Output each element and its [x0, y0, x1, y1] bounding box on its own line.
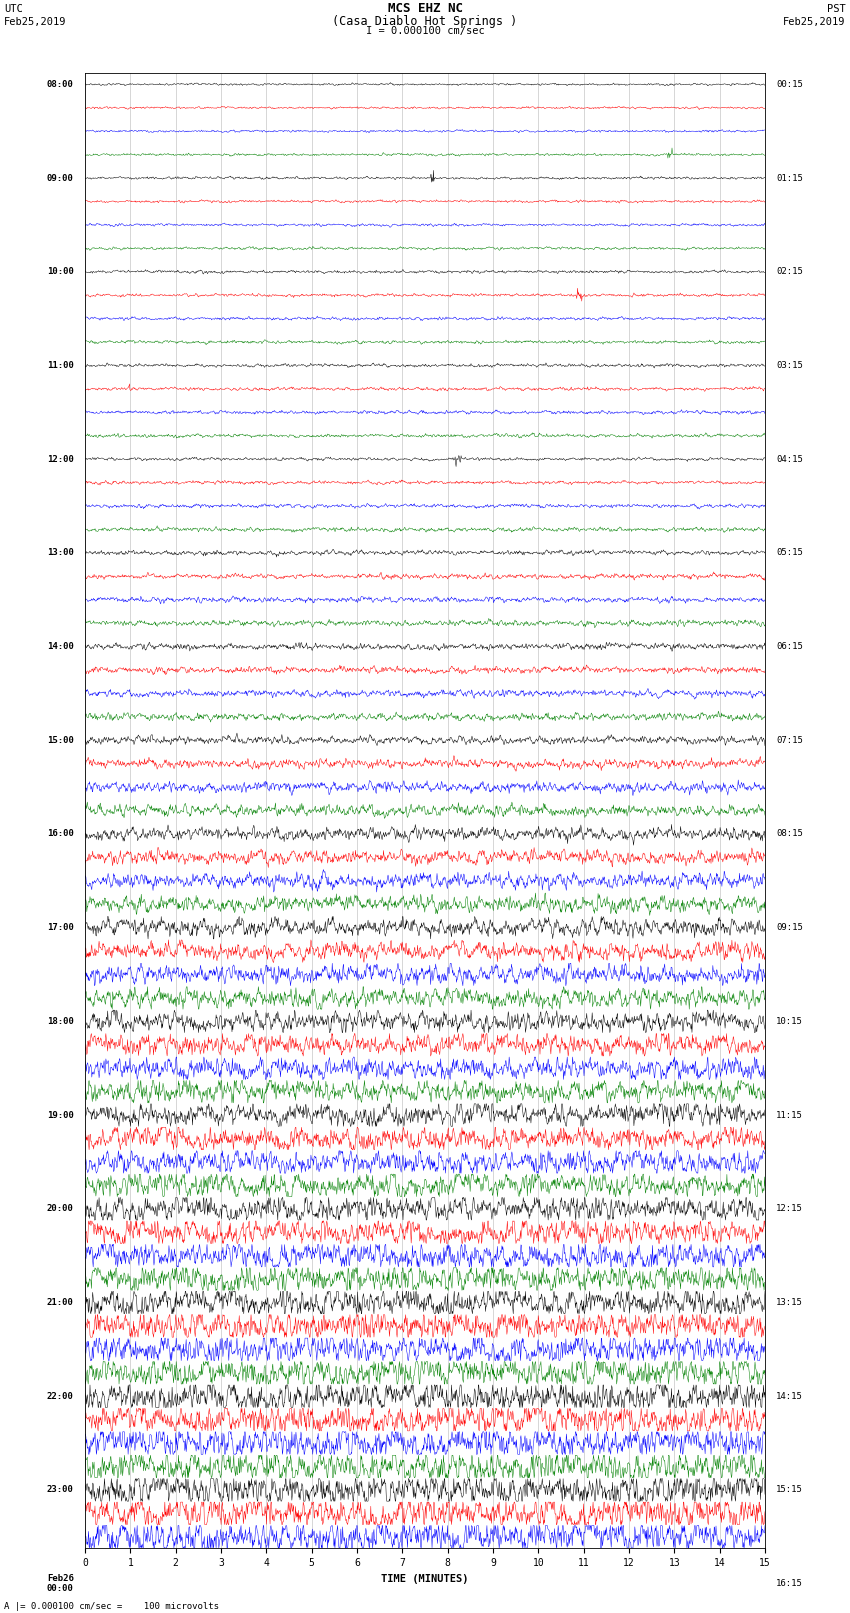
- Text: 15:15: 15:15: [776, 1486, 803, 1494]
- Text: 09:00: 09:00: [47, 174, 74, 182]
- Text: 16:15: 16:15: [776, 1579, 803, 1589]
- Text: 19:00: 19:00: [47, 1111, 74, 1119]
- Text: 07:15: 07:15: [776, 736, 803, 745]
- Text: 12:00: 12:00: [47, 455, 74, 463]
- Text: (Casa Diablo Hot Springs ): (Casa Diablo Hot Springs ): [332, 15, 518, 27]
- Text: Feb25,2019: Feb25,2019: [4, 18, 67, 27]
- Text: UTC: UTC: [4, 5, 23, 15]
- Text: 09:15: 09:15: [776, 923, 803, 932]
- Text: PST: PST: [827, 5, 846, 15]
- Text: 03:15: 03:15: [776, 361, 803, 369]
- Text: A |= 0.000100 cm/sec =    100 microvolts: A |= 0.000100 cm/sec = 100 microvolts: [4, 1602, 219, 1611]
- Text: 13:15: 13:15: [776, 1298, 803, 1307]
- Text: 23:00: 23:00: [47, 1486, 74, 1494]
- Text: 13:00: 13:00: [47, 548, 74, 558]
- Text: 11:15: 11:15: [776, 1111, 803, 1119]
- Text: 18:00: 18:00: [47, 1016, 74, 1026]
- Text: 21:00: 21:00: [47, 1298, 74, 1307]
- Text: 06:15: 06:15: [776, 642, 803, 652]
- Text: Feb25,2019: Feb25,2019: [783, 18, 846, 27]
- Text: 16:00: 16:00: [47, 829, 74, 839]
- Text: 04:15: 04:15: [776, 455, 803, 463]
- Text: 17:00: 17:00: [47, 923, 74, 932]
- Text: 02:15: 02:15: [776, 268, 803, 276]
- Text: 12:15: 12:15: [776, 1205, 803, 1213]
- Text: 11:00: 11:00: [47, 361, 74, 369]
- Text: I = 0.000100 cm/sec: I = 0.000100 cm/sec: [366, 26, 484, 35]
- Text: 14:00: 14:00: [47, 642, 74, 652]
- X-axis label: TIME (MINUTES): TIME (MINUTES): [382, 1574, 468, 1584]
- Text: 10:15: 10:15: [776, 1016, 803, 1026]
- Text: MCS EHZ NC: MCS EHZ NC: [388, 3, 462, 16]
- Text: Feb26
00:00: Feb26 00:00: [47, 1574, 74, 1594]
- Text: 08:15: 08:15: [776, 829, 803, 839]
- Text: 14:15: 14:15: [776, 1392, 803, 1400]
- Text: 15:00: 15:00: [47, 736, 74, 745]
- Text: 08:00: 08:00: [47, 79, 74, 89]
- Text: 10:00: 10:00: [47, 268, 74, 276]
- Text: 00:15: 00:15: [776, 79, 803, 89]
- Text: 22:00: 22:00: [47, 1392, 74, 1400]
- Text: 20:00: 20:00: [47, 1205, 74, 1213]
- Text: 01:15: 01:15: [776, 174, 803, 182]
- Text: 05:15: 05:15: [776, 548, 803, 558]
